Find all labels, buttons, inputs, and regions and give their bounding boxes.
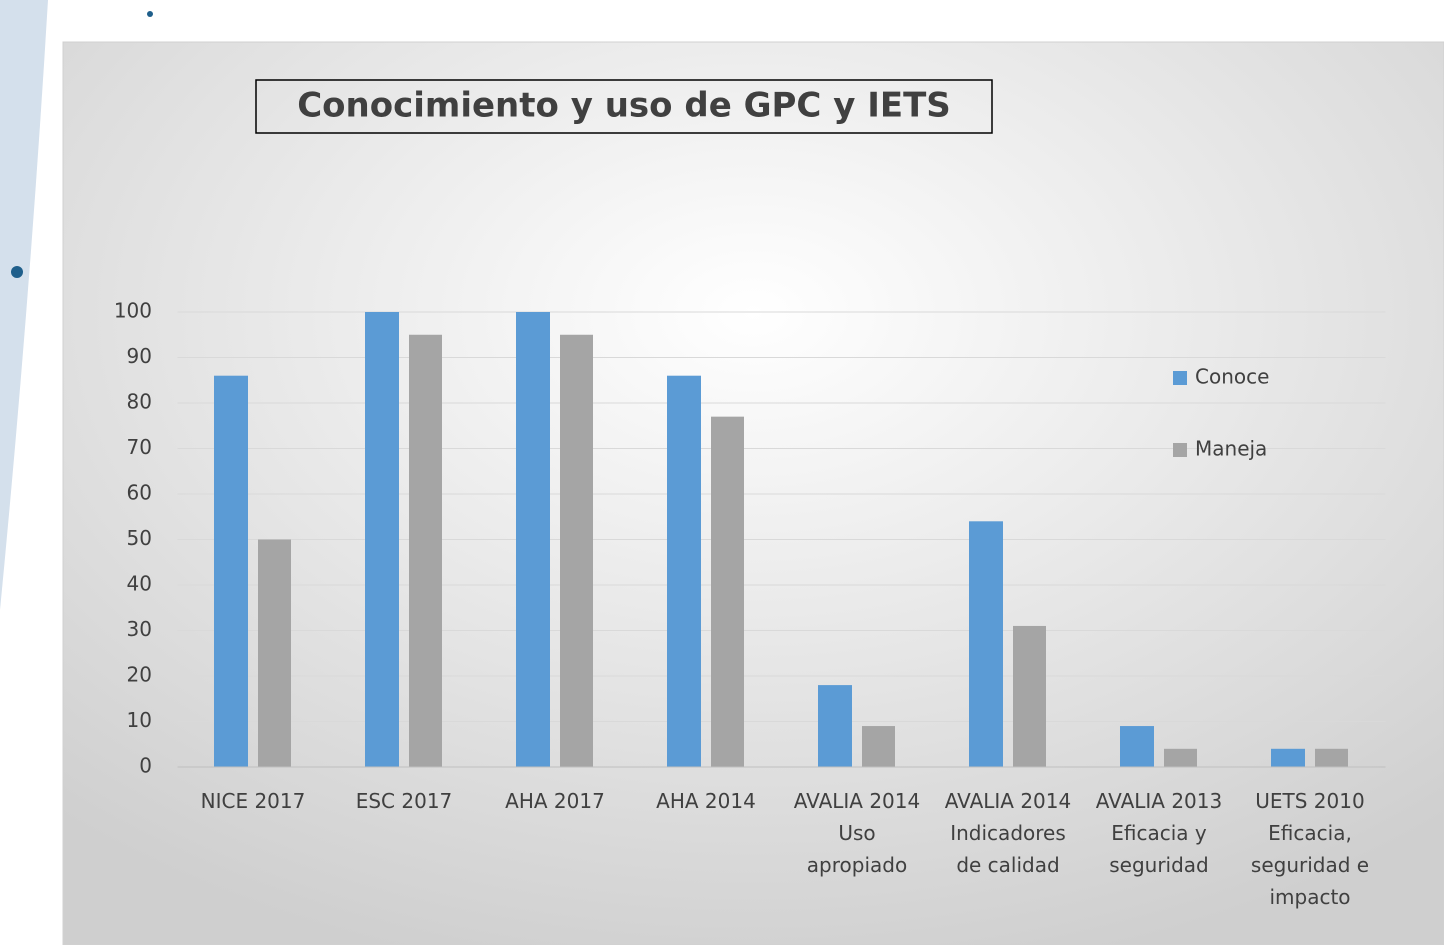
y-tick-label: 20 [127, 663, 152, 687]
x-tick-label: AVALIA 2014 Indicadores de calidad [945, 789, 1071, 877]
bar [711, 416, 744, 767]
chart-title: Conocimiento y uso de GPC y IETS [297, 86, 951, 126]
bullet [11, 266, 23, 278]
slide-decoration [0, 0, 48, 610]
bar [1164, 748, 1197, 767]
bar [365, 312, 399, 767]
bar [214, 375, 248, 767]
bar [1120, 726, 1154, 767]
bar [969, 521, 1003, 767]
y-tick-label: 100 [114, 299, 152, 323]
bar [1315, 748, 1348, 767]
y-tick-label: 80 [127, 390, 152, 414]
bar [862, 726, 895, 767]
y-tick-label: 0 [139, 754, 152, 778]
bar [516, 312, 550, 767]
bar [409, 334, 442, 767]
y-tick-label: 60 [127, 481, 152, 505]
x-tick-label: NICE 2017 [201, 789, 306, 813]
bar [1013, 625, 1046, 767]
bar [258, 539, 291, 767]
x-tick-label: AHA 2014 [656, 789, 756, 813]
legend-swatch [1173, 443, 1187, 457]
x-tick-label: AHA 2017 [505, 789, 605, 813]
title-box [255, 79, 993, 134]
legend-swatch [1173, 371, 1187, 385]
bar [560, 334, 593, 767]
x-tick-label: ESC 2017 [356, 789, 453, 813]
bar [667, 375, 701, 767]
y-tick-label: 40 [127, 572, 152, 596]
y-tick-label: 30 [127, 617, 152, 641]
y-tick-label: 50 [127, 526, 152, 550]
x-tick-label: AVALIA 2014 Uso apropiado [794, 789, 920, 877]
y-tick-label: 70 [127, 435, 152, 459]
x-tick-label: AVALIA 2013 Eficacia y seguridad [1096, 789, 1222, 877]
x-tick-label: UETS 2010 Eficacia, seguridad e impacto [1251, 789, 1369, 909]
bullet [147, 11, 153, 17]
bar [1271, 748, 1305, 767]
bar [818, 685, 852, 767]
legend-label: Maneja [1195, 437, 1267, 461]
y-tick-label: 90 [127, 344, 152, 368]
y-tick-label: 10 [127, 708, 152, 732]
legend-label: Conoce [1195, 365, 1269, 389]
